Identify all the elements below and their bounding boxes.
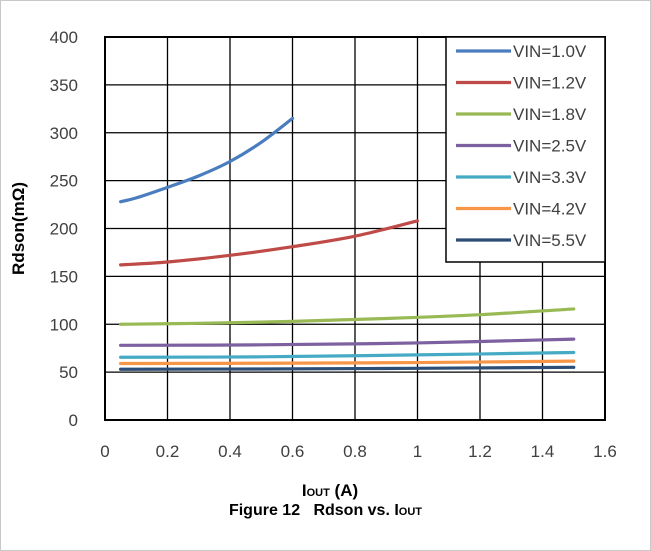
- x-tick-label: 1.4: [531, 442, 555, 461]
- legend-label: VIN=1.8V: [513, 105, 587, 124]
- x-tick-label: 0.8: [343, 442, 367, 461]
- y-tick-label: 250: [50, 172, 78, 191]
- x-axis-label-suffix: (A): [330, 481, 358, 500]
- rdson-chart: 0 50 100 150 200 250 300 350 400 0 0.2 0.4 0.6 0.8 1 1…: [9, 28, 617, 500]
- series-line-VIN=3.3V: [119, 350, 576, 359]
- series-line-VIN=4.2V: [119, 359, 576, 366]
- legend-label: VIN=1.2V: [513, 74, 587, 93]
- x-tick-label: 0.4: [218, 442, 242, 461]
- y-tick-labels: 0 50 100 150 200 250 300 350 400: [50, 28, 78, 430]
- y-axis-label: Rdson(mΩ): [9, 182, 28, 275]
- legend: VIN=1.0V VIN=1.2V VIN=1.8V VIN=2.5V VIN=3.3V…: [445, 36, 606, 263]
- series-lines: [119, 116, 576, 371]
- legend-box: [445, 36, 606, 263]
- x-tick-label: 0.2: [156, 442, 180, 461]
- legend-label: VIN=4.2V: [513, 200, 587, 219]
- x-tick-label: 0.6: [281, 442, 305, 461]
- figure-caption: Figure 12 Rdson vs. IOUT: [0, 502, 651, 520]
- legend-label: VIN=2.5V: [513, 137, 587, 156]
- y-tick-label: 400: [50, 28, 78, 47]
- y-tick-label: 100: [50, 315, 78, 334]
- series-line-VIN=1.8V: [119, 307, 576, 326]
- y-tick-label: 150: [50, 267, 78, 286]
- x-axis-label: IOUT (A): [302, 481, 358, 500]
- x-tick-label: 1.6: [593, 442, 617, 461]
- series-line-VIN=1.0V: [119, 116, 295, 204]
- legend-label: VIN=5.5V: [513, 231, 587, 250]
- x-tick-label: 1: [413, 442, 422, 461]
- y-tick-label: 200: [50, 220, 78, 239]
- x-axis-label-main: I: [302, 481, 307, 500]
- legend-label: VIN=3.3V: [513, 168, 587, 187]
- y-tick-label: 350: [50, 76, 78, 95]
- series-line-VIN=2.5V: [119, 337, 576, 347]
- x-axis-label-sub: OUT: [307, 487, 331, 499]
- y-tick-label: 50: [59, 363, 78, 382]
- y-tick-label: 300: [50, 124, 78, 143]
- series-line-VIN=5.5V: [119, 365, 576, 371]
- x-tick-label: 1.2: [468, 442, 492, 461]
- caption-sub: OUT: [398, 506, 423, 518]
- x-tick-label: 0: [100, 442, 109, 461]
- y-tick-label: 0: [69, 411, 78, 430]
- series-line-VIN=1.2V: [119, 219, 420, 267]
- legend-label: VIN=1.0V: [513, 42, 587, 61]
- x-tick-labels: 0 0.2 0.4 0.6 0.8 1 1.2 1.4 1.6: [100, 442, 617, 461]
- caption-text: Rdson vs. I: [313, 502, 399, 519]
- caption-label: Figure 12: [228, 502, 301, 519]
